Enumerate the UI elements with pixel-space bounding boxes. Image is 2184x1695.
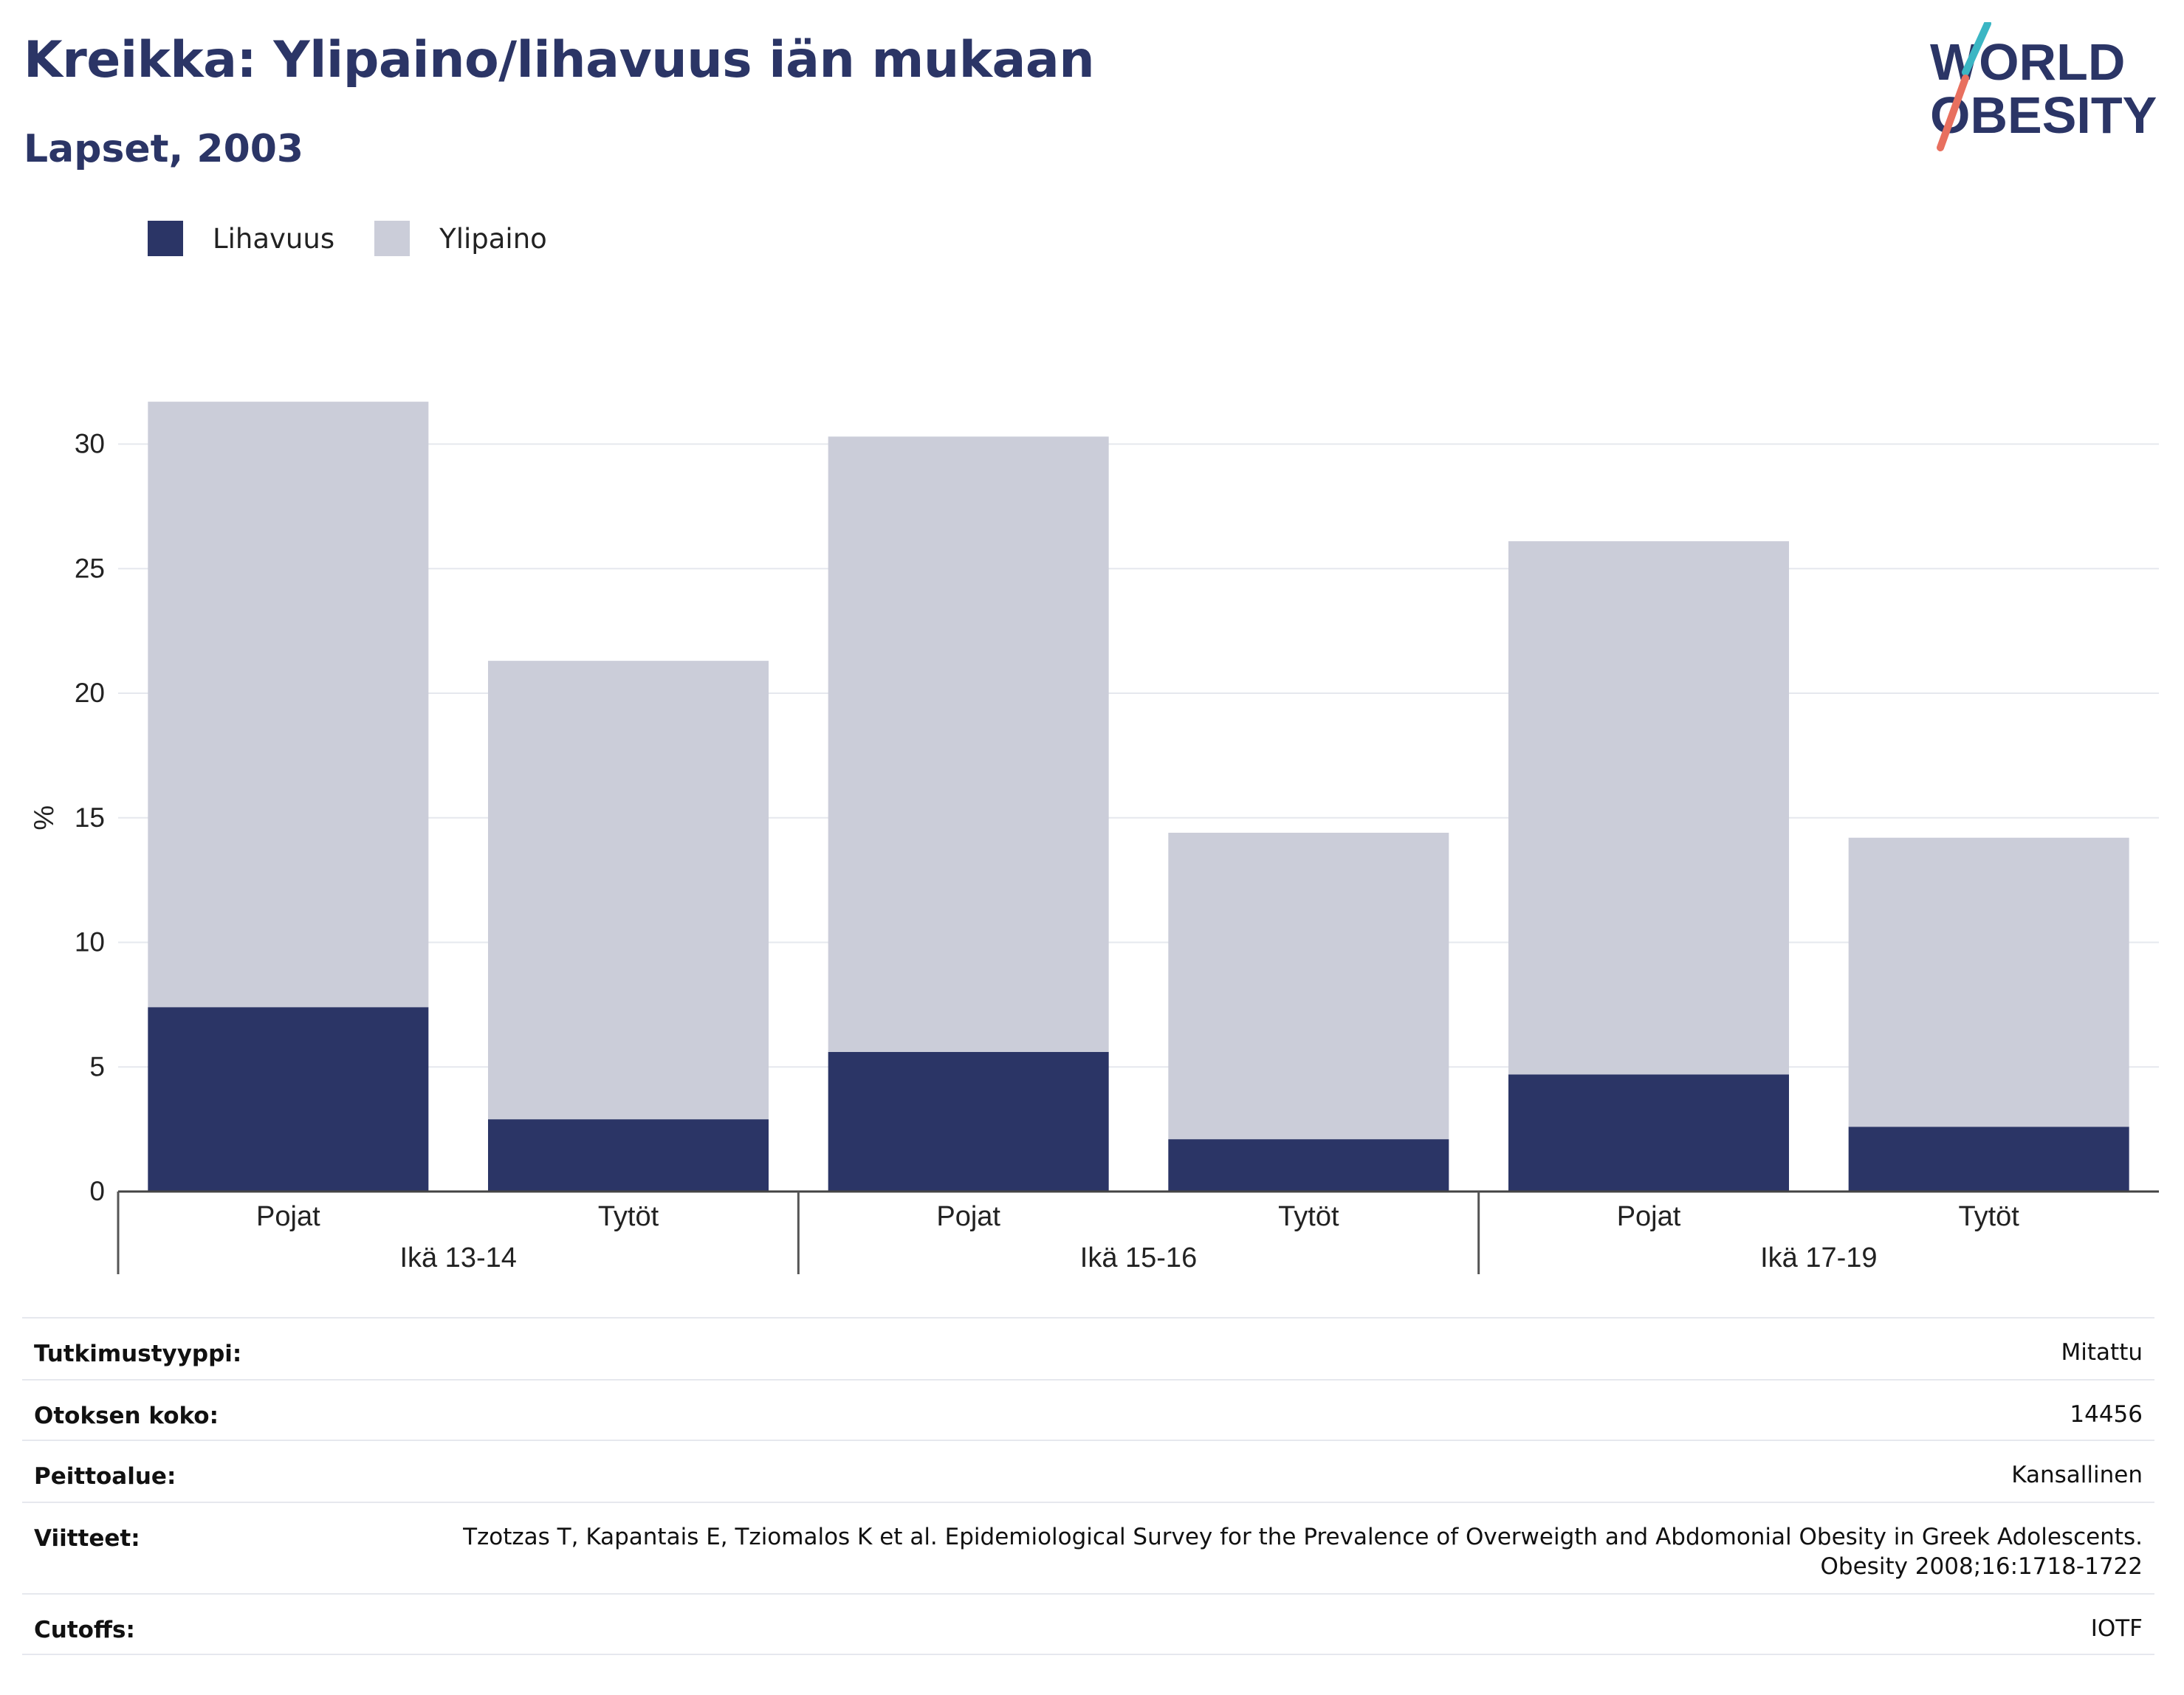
legend-label-overweight: Ylipaino (439, 222, 547, 255)
info-table: Tutkimustyyppi: Mitattu Otoksen koko: 14… (22, 1317, 2154, 1655)
group-label: Ikä 17-19 (1760, 1242, 1877, 1273)
x-tick-label: Tytöt (1278, 1201, 1339, 1232)
x-tick-label: Pojat (256, 1201, 320, 1232)
bar-overweight (148, 402, 429, 1008)
bar-overweight (1508, 541, 1789, 1075)
y-tick-label: 30 (75, 429, 105, 459)
x-tick-label: Tytöt (1958, 1201, 2019, 1232)
info-key: Viitteet: (34, 1525, 140, 1552)
bar-obesity (1508, 1074, 1789, 1192)
group-label: Ikä 15-16 (1080, 1242, 1197, 1273)
group-label: Ikä 13-14 (399, 1242, 516, 1273)
bar-obesity (488, 1119, 769, 1192)
legend-label-obesity: Lihavuus (213, 222, 335, 255)
info-key: Tutkimustyyppi: (34, 1341, 242, 1367)
info-value: Kansallinen (2011, 1462, 2143, 1488)
chart-title: Kreikka: Ylipaino/lihavuus iän mukaan (24, 31, 1095, 89)
bar-obesity (148, 1007, 429, 1192)
bar-overweight (1848, 837, 2129, 1127)
y-tick-label: 10 (75, 927, 105, 957)
y-tick-label: 5 (89, 1051, 105, 1082)
bar-overweight (488, 661, 769, 1120)
logo-slash-teal (1962, 22, 1991, 76)
logo-text-world: WORLD (1930, 33, 2125, 91)
logo-slash-coral (1937, 75, 1969, 151)
info-row-coverage: Peittoalue: Kansallinen (22, 1440, 2154, 1502)
legend-swatch-obesity (148, 221, 183, 256)
info-value: Mitattu (2061, 1339, 2143, 1366)
bar-overweight (1168, 833, 1449, 1140)
x-tick-label: Pojat (1617, 1201, 1681, 1232)
world-obesity-logo: WORLD OBESITY (1930, 22, 2157, 151)
info-key: Otoksen koko: (34, 1403, 219, 1429)
legend: Lihavuus Ylipaino (148, 219, 587, 258)
info-value: Tzotzas T, Kapantais E, Tziomalos K et a… (463, 1524, 2143, 1580)
bar-overweight (828, 436, 1109, 1052)
info-row-sample-size: Otoksen koko: 14456 (22, 1379, 2154, 1440)
y-tick-label: 25 (75, 553, 105, 583)
bar-obesity (1848, 1127, 2129, 1192)
chart-subtitle: Lapset, 2003 (24, 127, 304, 171)
bar-chart: 0 5 10 15 20 25 30% Pojat Tytöt Pojat Tytöt Pojat Ty… (29, 402, 2159, 1274)
legend-swatch-overweight (374, 221, 411, 256)
legend-item-overweight[interactable]: Ylipaino (374, 221, 547, 256)
legend-item-obesity[interactable]: Lihavuus (148, 221, 334, 256)
y-axis-label: % (29, 805, 60, 831)
x-tick-label: Pojat (936, 1201, 1000, 1232)
logo-text-obesity: OBESITY (1930, 86, 2157, 144)
bar-obesity (828, 1052, 1109, 1192)
info-row-references: Viitteet: Tzotzas T, Kapantais E, Tzioma… (22, 1502, 2154, 1593)
info-value: IOTF (2090, 1615, 2143, 1642)
info-row-study-type: Tutkimustyyppi: Mitattu (22, 1317, 2154, 1379)
info-value: 14456 (2070, 1401, 2143, 1428)
info-key: Cutoffs: (34, 1617, 135, 1643)
y-tick-label: 15 (75, 802, 105, 833)
x-tick-label: Tytöt (598, 1201, 659, 1232)
bar-obesity (1168, 1139, 1449, 1192)
info-key: Peittoalue: (34, 1463, 176, 1490)
y-tick-label: 20 (75, 678, 105, 708)
info-row-cutoffs: Cutoffs: IOTF (22, 1593, 2154, 1655)
y-tick-label: 0 (89, 1176, 105, 1206)
